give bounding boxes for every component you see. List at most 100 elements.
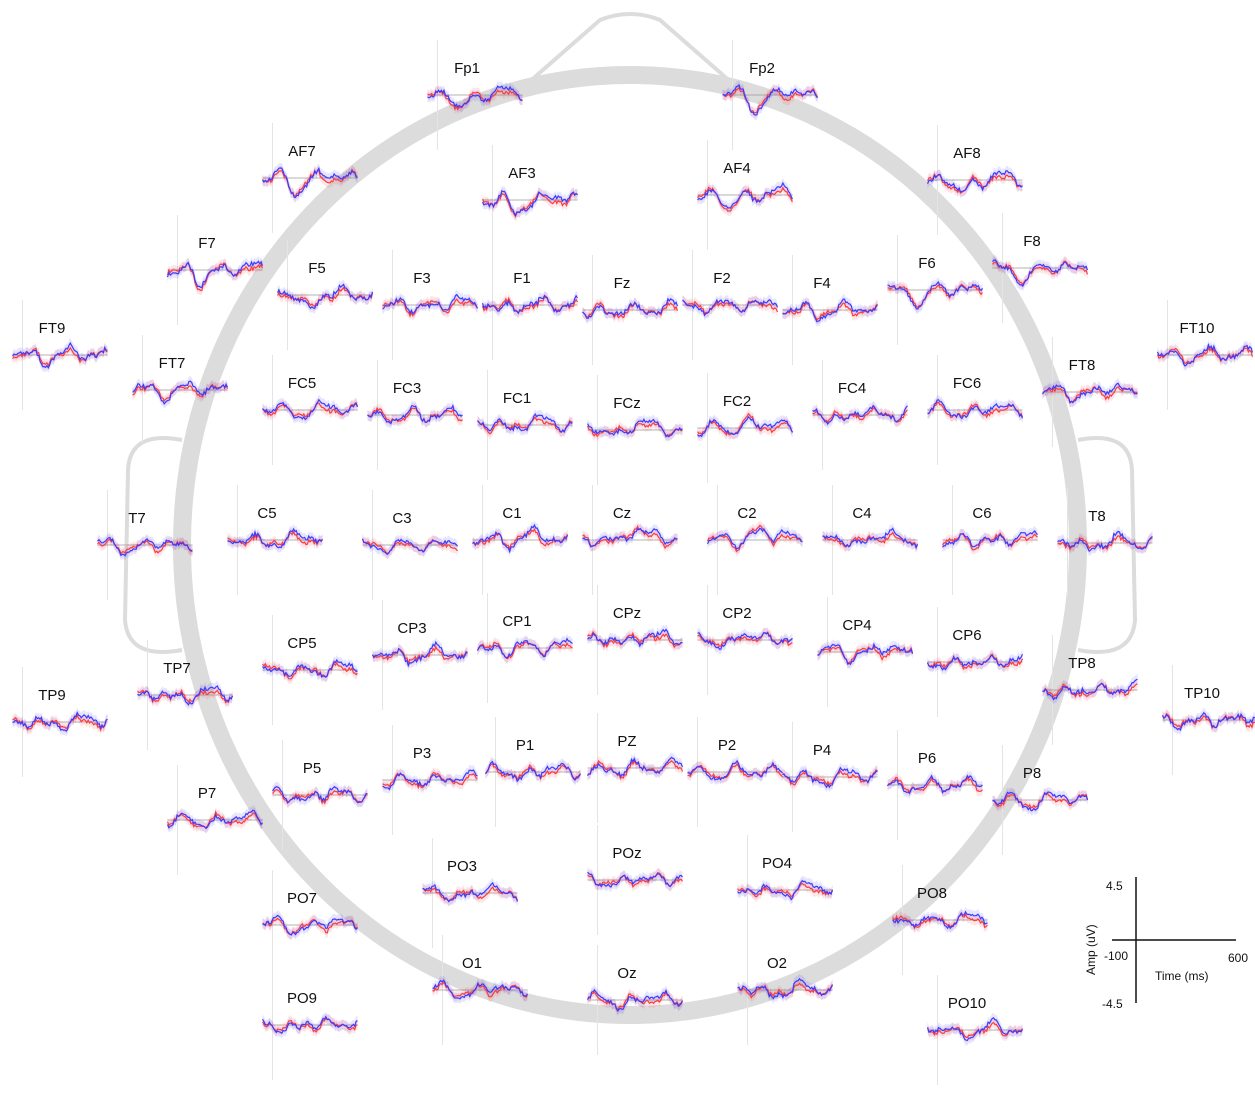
electrode-label: Oz: [617, 965, 636, 982]
electrode-label: F8: [1023, 233, 1041, 250]
series-a-line: [1042, 682, 1138, 698]
series-b-line: [382, 769, 478, 791]
series-a-line: [137, 689, 234, 704]
electrode-c4: C4: [822, 485, 919, 595]
electrode-fc5: FC5: [262, 355, 359, 465]
electrode-label: P8: [1023, 765, 1041, 782]
electrode-label: FT7: [159, 355, 186, 372]
series-b-line: [12, 341, 108, 370]
series-b-line: [1057, 530, 1153, 553]
electrode-f1: F1: [481, 250, 579, 360]
series-a-line: [926, 653, 1024, 670]
scale-x-label: Time (ms): [1155, 969, 1209, 983]
series-a-error-band: [227, 527, 323, 551]
electrode-af3: AF3: [481, 145, 578, 255]
series-b-error-band: [582, 293, 678, 324]
electrode-ft9: FT9: [12, 300, 108, 410]
electrode-layer: Fp1 Fp2 AF7 AF3 AF4 AF8 F7 F5 F3 F1 Fz F2 F4 F6 F8 FT9 F…: [12, 40, 1255, 1085]
electrode-fc2: FC2: [697, 373, 794, 483]
electrode-label: T7: [128, 510, 146, 527]
electrode-p8: P8: [992, 745, 1089, 855]
series-b-line: [587, 628, 683, 648]
series-b-line: [1156, 343, 1254, 367]
electrode-label: CP3: [397, 620, 426, 637]
electrode-label: TP7: [163, 660, 191, 677]
series-b-line: [481, 190, 578, 217]
series-b-error-band: [1042, 674, 1138, 705]
series-b-error-band: [477, 633, 573, 663]
electrode-label: FC3: [393, 380, 421, 397]
series-a-error-band: [262, 397, 358, 422]
electrode-label: Fp2: [749, 60, 775, 77]
series-a-line: [477, 416, 573, 435]
series-b-line: [697, 631, 793, 650]
electrode-label: CP1: [502, 613, 531, 630]
electrode-tp10: TP10: [1161, 665, 1255, 775]
series-a-error-band: [1057, 530, 1153, 555]
electrode-label: TP9: [38, 687, 66, 704]
electrode-po10: PO10: [926, 975, 1024, 1085]
series-a-error-band: [582, 297, 678, 323]
series-b-error-band: [262, 163, 358, 203]
electrode-fp1: Fp1: [427, 40, 523, 150]
electrode-fc6: FC6: [927, 355, 1024, 465]
electrode-c3: C3: [361, 490, 458, 600]
electrode-p6: P6: [887, 730, 983, 840]
electrode-p1: P1: [484, 717, 581, 827]
series-a-error-band: [382, 294, 478, 321]
series-b-line: [367, 404, 463, 425]
nose: [518, 12, 742, 92]
series-b-line: [782, 766, 878, 789]
series-a-line: [472, 527, 569, 551]
series-b-error-band: [262, 394, 358, 425]
electrode-label: PO3: [447, 858, 477, 875]
electrode-t7: T7: [97, 490, 193, 600]
series-b-line: [227, 527, 323, 549]
series-b-line: [262, 658, 358, 679]
series-b-line: [582, 527, 678, 548]
series-a-line: [582, 525, 678, 550]
electrode-fz: Fz: [582, 255, 679, 365]
series-b-line: [12, 711, 108, 732]
series-a-line: [427, 89, 523, 111]
series-b-error-band: [372, 637, 468, 671]
series-b-line: [476, 637, 573, 659]
series-a-error-band: [697, 408, 793, 440]
electrode-f4: F4: [782, 255, 878, 365]
series-b-line: [484, 760, 581, 783]
electrode-af8: AF8: [926, 125, 1023, 235]
series-b-error-band: [707, 523, 803, 554]
series-a-line: [992, 260, 1089, 286]
series-b-error-band: [132, 376, 228, 409]
series-a-line: [587, 759, 684, 780]
series-b-line: [481, 294, 578, 315]
series-b-line: [586, 417, 683, 438]
electrode-c2: C2: [706, 485, 803, 595]
electrode-label: F1: [513, 270, 531, 287]
electrode-fcz: FCz: [586, 375, 683, 485]
electrode-f2: F2: [682, 250, 779, 360]
electrode-label: PZ: [617, 733, 636, 750]
series-b-line: [166, 260, 264, 289]
electrode-f6: F6: [887, 235, 984, 345]
series-a-error-band: [427, 85, 523, 115]
electrode-label: CP6: [952, 627, 981, 644]
series-b-line: [432, 979, 529, 1000]
series-b-line: [262, 166, 358, 199]
series-a-line: [132, 383, 229, 402]
scale-bar: 4.5 -4.5 -100 600 Time (ms) Amp (uV): [1084, 877, 1248, 1011]
electrode-label: P2: [718, 737, 736, 754]
series-b-line: [427, 85, 523, 109]
electrode-f7: F7: [166, 215, 264, 325]
series-b-line: [582, 297, 679, 320]
electrode-label: O1: [462, 955, 482, 972]
series-a-error-band: [372, 641, 468, 668]
electrode-ft8: FT8: [1042, 337, 1138, 447]
series-b-error-band: [887, 770, 983, 799]
series-a-error-band: [167, 258, 263, 296]
electrode-fc1: FC1: [477, 370, 573, 480]
series-a-line: [367, 406, 463, 424]
series-b-error-band: [697, 411, 793, 442]
electrode-label: Cz: [613, 505, 631, 522]
series-a-line: [992, 791, 1089, 809]
